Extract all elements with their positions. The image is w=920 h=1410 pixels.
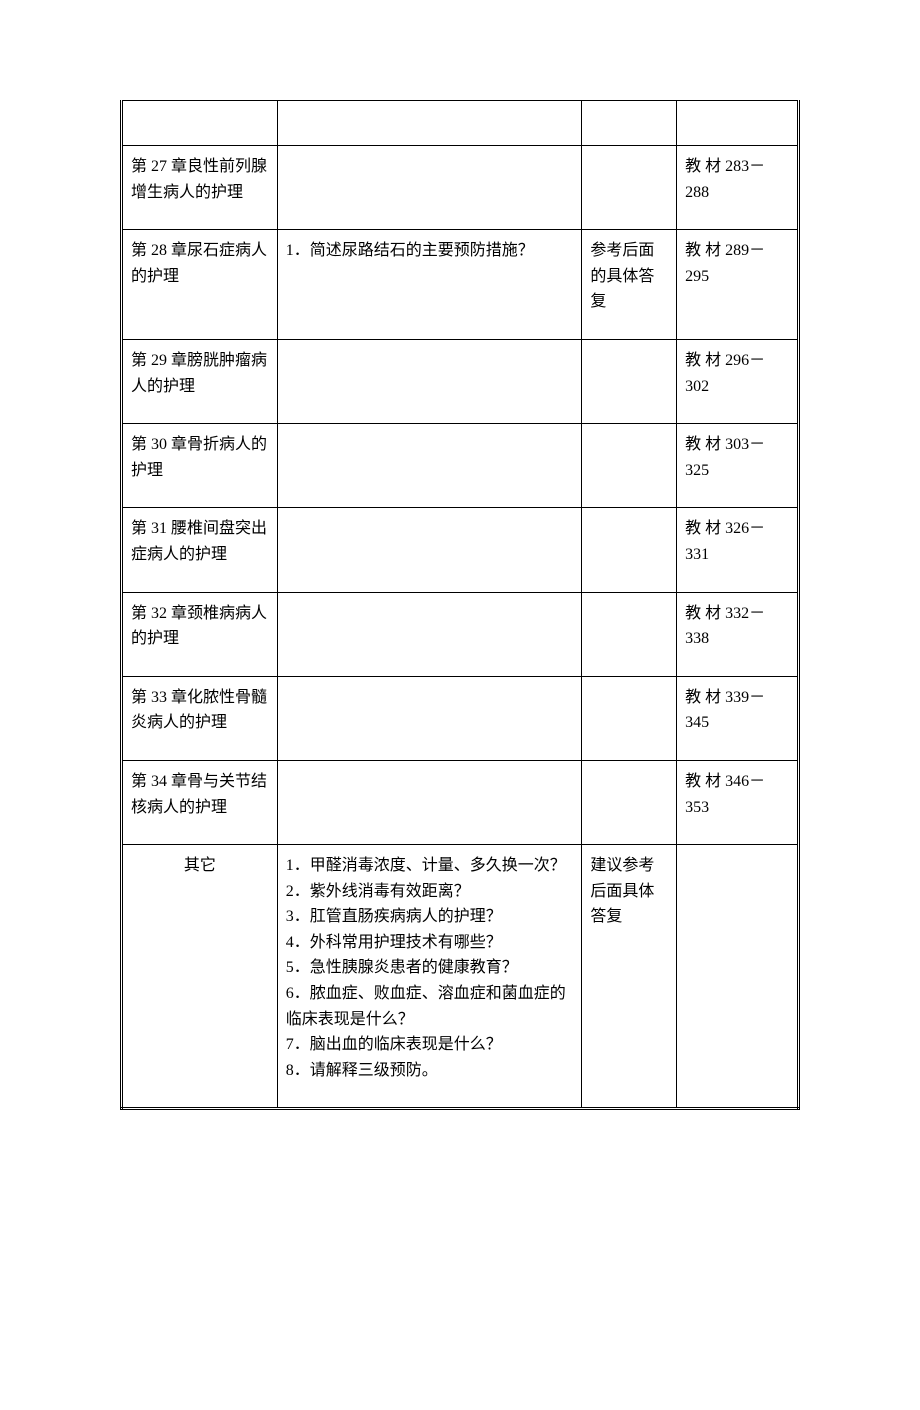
table-row <box>122 101 799 146</box>
chapter-cell: 第 32 章颈椎病病人的护理 <box>122 592 278 676</box>
ref-cell <box>677 845 799 1109</box>
course-table: 第 27 章良性前列腺增生病人的护理 教 材 283－288 第 28 章尿石症… <box>120 100 800 1110</box>
ref-cell <box>677 101 799 146</box>
question-cell <box>277 101 582 146</box>
reply-cell <box>582 508 677 592</box>
chapter-cell: 第 33 章化脓性骨髓炎病人的护理 <box>122 676 278 760</box>
reply-cell <box>582 592 677 676</box>
question-cell <box>277 676 582 760</box>
reply-cell <box>582 339 677 423</box>
question-cell <box>277 339 582 423</box>
question-cell <box>277 592 582 676</box>
reply-cell: 参考后面的具体答复 <box>582 230 677 340</box>
question-cell: 1．甲醛消毒浓度、计量、多久换一次？2．紫外线消毒有效距离？3．肛管直肠疾病病人… <box>277 845 582 1109</box>
table-row: 第 34 章骨与关节结核病人的护理 教 材 346－353 <box>122 760 799 844</box>
table-row: 第 30 章骨折病人的护理 教 材 303－325 <box>122 424 799 508</box>
ref-cell: 教 材 289－295 <box>677 230 799 340</box>
chapter-cell: 第 29 章膀胱肿瘤病人的护理 <box>122 339 278 423</box>
question-cell <box>277 146 582 230</box>
reply-cell <box>582 101 677 146</box>
document-page: 第 27 章良性前列腺增生病人的护理 教 材 283－288 第 28 章尿石症… <box>0 0 920 1410</box>
reply-cell <box>582 424 677 508</box>
ref-cell: 教 材 283－288 <box>677 146 799 230</box>
table-row: 第 31 腰椎间盘突出症病人的护理 教 材 326－331 <box>122 508 799 592</box>
ref-cell: 教 材 326－331 <box>677 508 799 592</box>
table-row: 第 33 章化脓性骨髓炎病人的护理 教 材 339－345 <box>122 676 799 760</box>
ref-cell: 教 材 346－353 <box>677 760 799 844</box>
ref-cell: 教 材 339－345 <box>677 676 799 760</box>
reply-cell: 建议参考后面具体答复 <box>582 845 677 1109</box>
question-cell <box>277 760 582 844</box>
table-row: 第 29 章膀胱肿瘤病人的护理 教 材 296－302 <box>122 339 799 423</box>
question-cell: 1．简述尿路结石的主要预防措施？ <box>277 230 582 340</box>
table-row: 第 32 章颈椎病病人的护理 教 材 332－338 <box>122 592 799 676</box>
ref-cell: 教 材 332－338 <box>677 592 799 676</box>
chapter-cell: 第 28 章尿石症病人的护理 <box>122 230 278 340</box>
chapter-cell: 第 34 章骨与关节结核病人的护理 <box>122 760 278 844</box>
ref-cell: 教 材 303－325 <box>677 424 799 508</box>
table-body: 第 27 章良性前列腺增生病人的护理 教 材 283－288 第 28 章尿石症… <box>122 101 799 1109</box>
reply-cell <box>582 676 677 760</box>
table-row: 第 27 章良性前列腺增生病人的护理 教 材 283－288 <box>122 146 799 230</box>
chapter-cell: 第 27 章良性前列腺增生病人的护理 <box>122 146 278 230</box>
question-cell <box>277 508 582 592</box>
table-row: 第 28 章尿石症病人的护理 1．简述尿路结石的主要预防措施？ 参考后面的具体答… <box>122 230 799 340</box>
chapter-cell: 第 31 腰椎间盘突出症病人的护理 <box>122 508 278 592</box>
table-row: 其它 1．甲醛消毒浓度、计量、多久换一次？2．紫外线消毒有效距离？3．肛管直肠疾… <box>122 845 799 1109</box>
chapter-cell: 第 30 章骨折病人的护理 <box>122 424 278 508</box>
chapter-cell: 其它 <box>122 845 278 1109</box>
reply-cell <box>582 146 677 230</box>
question-cell <box>277 424 582 508</box>
ref-cell: 教 材 296－302 <box>677 339 799 423</box>
chapter-cell <box>122 101 278 146</box>
reply-cell <box>582 760 677 844</box>
